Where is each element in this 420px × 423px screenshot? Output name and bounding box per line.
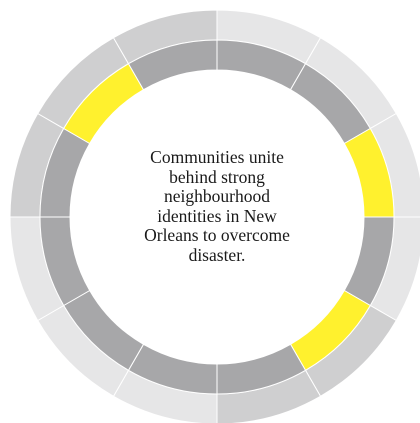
caption-line-5: Orleans to overcome — [144, 225, 290, 245]
caption-line-6: disaster. — [188, 244, 246, 265]
caption-line-3: neighbourhood — [164, 186, 270, 206]
inner-seg-12 — [127, 39, 218, 91]
caption-line-4: identities in New — [157, 205, 277, 226]
caption-line-1: Communities unite — [150, 147, 284, 167]
center-caption: Communities unite behind strong neighbou… — [117, 147, 317, 265]
outer-ring — [9, 9, 420, 423]
caption-line-2: behind strong — [169, 166, 265, 187]
inner-ring — [39, 39, 395, 395]
